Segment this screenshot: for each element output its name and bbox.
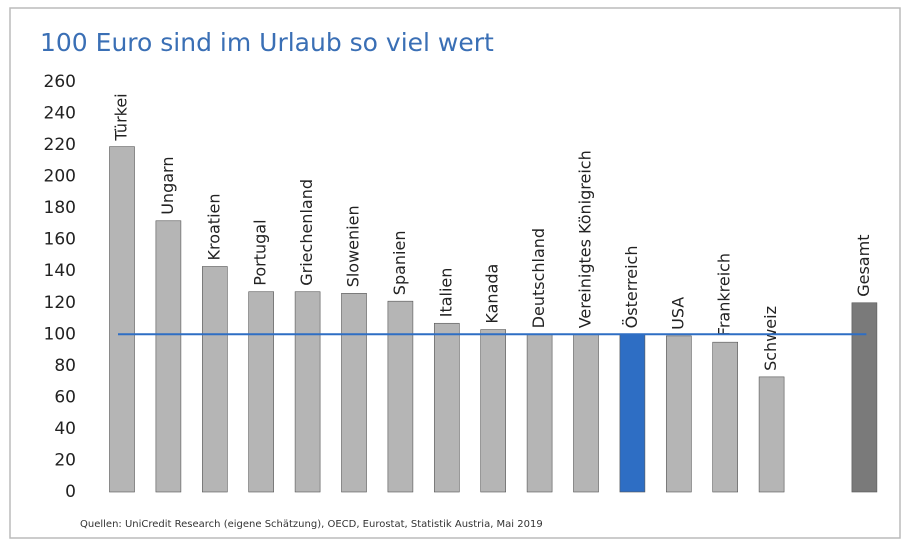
bar: [248, 291, 274, 493]
y-tick-label: 160: [44, 230, 76, 250]
bar: [851, 302, 878, 493]
y-tick-label: 200: [44, 167, 76, 187]
y-tick-label: 120: [44, 293, 76, 313]
x-tick-label: Italien: [436, 268, 455, 318]
bar: [573, 334, 599, 493]
bar: [341, 293, 367, 493]
bar: [526, 334, 553, 493]
bar: [433, 322, 460, 493]
bar: [619, 334, 646, 493]
y-tick-label: 0: [65, 482, 76, 502]
y-tick-label: 100: [44, 324, 76, 344]
y-tick-label: 60: [54, 387, 76, 407]
source: Quellen: UniCredit Research (eigene Schä…: [80, 519, 543, 530]
x-tick-label: Portugal: [251, 219, 270, 285]
y-tick-label: 40: [54, 419, 76, 439]
x-tick-label: Kroatien: [204, 193, 223, 260]
x-tick-label: Spanien: [390, 231, 409, 296]
x-tick-label: USA: [668, 297, 687, 330]
x-tick-label: Gesamt: [854, 235, 873, 297]
y-tick-label: 80: [54, 356, 76, 376]
bar: [480, 329, 507, 493]
x-tick-label: Deutschland: [529, 228, 548, 328]
y-tick-label: 180: [44, 198, 76, 218]
bar: [758, 376, 785, 493]
x-tick-label: Ungarn: [158, 157, 177, 215]
x-tick-label: Griechenland: [297, 179, 316, 286]
bar: [294, 291, 321, 493]
x-tick-label: Frankreich: [715, 253, 734, 336]
y-tick-label: 220: [44, 135, 76, 155]
x-tick-label: Österreich: [622, 246, 641, 329]
x-tick-label: Kanada: [483, 264, 502, 324]
bar: [665, 335, 692, 493]
y-tick-label: 260: [44, 72, 76, 92]
x-tick-label: Vereinigtes Königreich: [576, 150, 595, 328]
x-tick-label: Slowenien: [344, 205, 363, 287]
y-tick-label: 140: [44, 261, 76, 281]
bar: [155, 220, 182, 493]
bar: [387, 300, 414, 493]
x-tick-label: Türkei: [112, 93, 131, 141]
y-tick-label: 20: [54, 450, 76, 470]
chart-title: 100 Euro sind im Urlaub so viel wert: [40, 28, 494, 57]
bar: [712, 341, 739, 493]
x-tick-label: Schweiz: [761, 306, 780, 371]
bar: [202, 266, 228, 493]
bar: [109, 146, 135, 493]
y-tick-label: 240: [44, 104, 76, 124]
